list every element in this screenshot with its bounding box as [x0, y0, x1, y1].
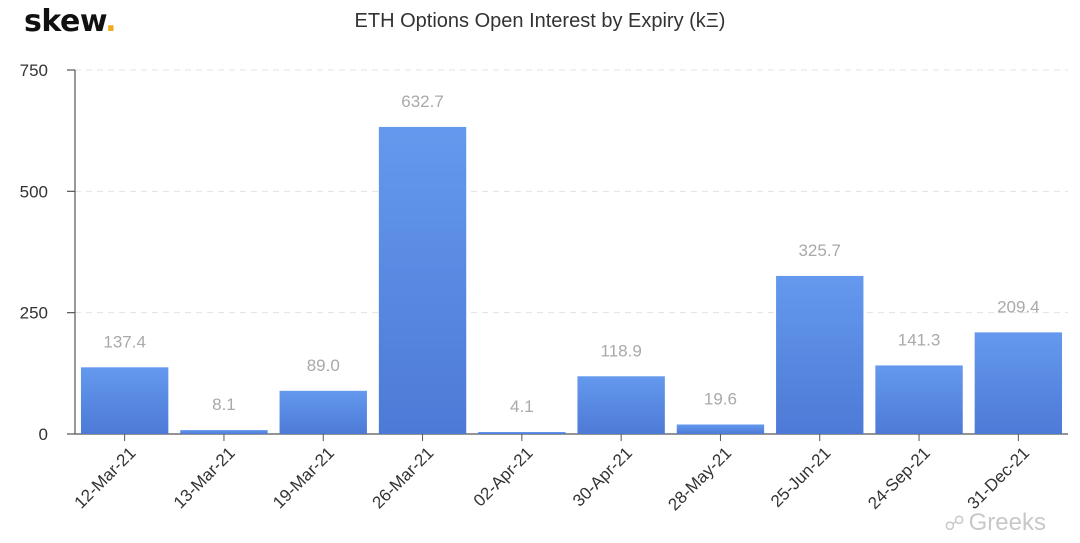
bar-25-Jun-21	[776, 275, 864, 434]
logo-text: skew	[24, 4, 106, 39]
y-tick-label: 0	[39, 425, 48, 444]
value-label: 632.7	[401, 92, 444, 111]
bar-19-Mar-21	[279, 390, 367, 434]
bar-24-Sep-21	[875, 365, 963, 434]
x-tick-label: 31-Dec-21	[964, 443, 1034, 513]
value-label: 19.6	[704, 389, 737, 408]
chart-title: ETH Options Open Interest by Expiry (kΞ)	[354, 10, 726, 32]
value-label: 89.0	[307, 356, 340, 375]
value-label: 4.1	[510, 397, 534, 416]
value-label: 325.7	[798, 241, 841, 260]
watermark-text: Greeks	[968, 509, 1046, 536]
bar-26-Mar-21	[378, 126, 467, 435]
y-tick-label: 750	[20, 61, 48, 80]
x-tick-label: 28-May-21	[664, 443, 735, 514]
y-tick-label: 500	[20, 182, 48, 201]
wechat-icon: ☍	[944, 513, 965, 535]
value-label: 137.4	[103, 332, 146, 351]
value-label: 209.4	[997, 297, 1040, 316]
skew-logo: skew.	[24, 4, 117, 39]
bar-12-Mar-21	[80, 367, 169, 434]
x-axis: 12-Mar-21 13-Mar-21 19-Mar-21 26-Mar-21 02-A…	[71, 434, 1034, 514]
x-tick-label: 02-Apr-21	[470, 443, 537, 510]
bar-30-Apr-21	[577, 376, 665, 434]
value-label: 118.9	[601, 341, 642, 360]
value-label: 8.1	[212, 395, 236, 414]
grid-lines	[75, 69, 1068, 314]
watermark: ☍ Greeks	[944, 509, 1046, 537]
bar-02-Apr-21	[478, 432, 566, 434]
x-tick-label: 12-Mar-21	[71, 443, 140, 512]
x-tick-label: 26-Mar-21	[368, 443, 437, 512]
x-tick-label: 25-Jun-21	[767, 443, 835, 511]
x-tick-label: 19-Mar-21	[269, 443, 338, 512]
y-tick-label: 250	[20, 304, 48, 323]
bars	[80, 126, 1063, 435]
y-axis: 0 250 500 750	[20, 61, 1068, 444]
bar-13-Mar-21	[180, 430, 268, 434]
logo-dot: .	[105, 4, 117, 39]
bar-28-May-21	[676, 424, 765, 434]
x-tick-label: 13-Mar-21	[170, 443, 239, 512]
x-tick-label: 30-Apr-21	[569, 443, 636, 510]
value-label: 141.3	[898, 330, 941, 349]
x-tick-label: 24-Sep-21	[864, 443, 934, 513]
bar-31-Dec-21	[974, 332, 1063, 434]
value-labels: 137.4 8.1 89.0 632.7 4.1 118.9 19.6 325.7 141.3 2…	[103, 92, 1039, 416]
